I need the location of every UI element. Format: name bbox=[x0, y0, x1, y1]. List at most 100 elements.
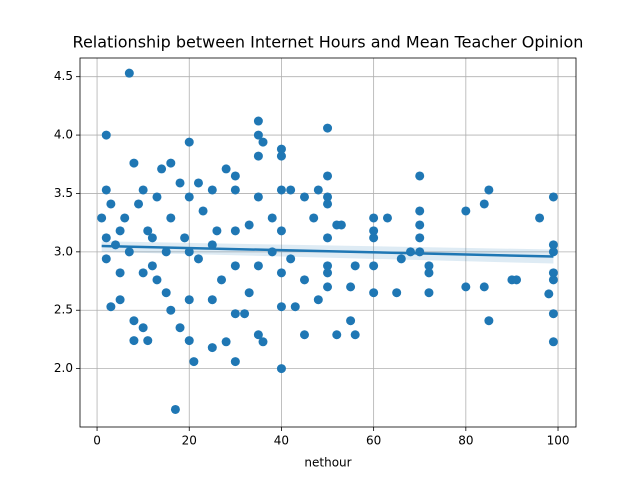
point bbox=[253, 192, 263, 202]
point bbox=[290, 302, 300, 312]
plot-frame bbox=[79, 57, 577, 428]
point bbox=[548, 275, 558, 285]
point bbox=[184, 336, 194, 346]
point bbox=[101, 185, 111, 195]
point bbox=[161, 247, 171, 257]
x-tick-label: 100 bbox=[547, 434, 570, 448]
point bbox=[392, 288, 402, 298]
point bbox=[276, 144, 286, 154]
point bbox=[184, 192, 194, 202]
point bbox=[253, 130, 263, 140]
point bbox=[143, 336, 153, 346]
point bbox=[230, 226, 240, 236]
point bbox=[180, 233, 190, 243]
point bbox=[323, 123, 333, 133]
point bbox=[323, 233, 333, 243]
point bbox=[276, 185, 286, 195]
point bbox=[286, 254, 296, 264]
y-tick-label: 4.0 bbox=[54, 128, 73, 142]
point bbox=[424, 261, 434, 271]
point bbox=[350, 261, 360, 271]
point bbox=[479, 282, 489, 292]
point bbox=[253, 261, 263, 271]
point bbox=[230, 309, 240, 319]
x-tick-label: 20 bbox=[182, 434, 197, 448]
point bbox=[382, 213, 392, 223]
point bbox=[484, 185, 494, 195]
point bbox=[101, 130, 111, 140]
x-tick-label: 40 bbox=[274, 434, 289, 448]
point bbox=[217, 275, 227, 285]
point bbox=[240, 309, 250, 319]
point bbox=[512, 275, 522, 285]
point bbox=[276, 151, 286, 161]
x-axis-label: nethour bbox=[304, 456, 351, 470]
point bbox=[189, 357, 199, 367]
point bbox=[115, 268, 125, 278]
point bbox=[323, 282, 333, 292]
point bbox=[207, 295, 217, 305]
y-tick-label: 2.0 bbox=[54, 361, 73, 375]
point bbox=[323, 199, 333, 209]
point bbox=[461, 206, 471, 216]
point bbox=[221, 337, 231, 347]
point bbox=[161, 288, 171, 298]
y-tick-label: 4.5 bbox=[54, 69, 73, 83]
point bbox=[267, 213, 277, 223]
point bbox=[147, 261, 157, 271]
point bbox=[299, 275, 309, 285]
point bbox=[548, 309, 558, 319]
x-tick-label: 0 bbox=[93, 434, 101, 448]
point bbox=[336, 220, 346, 230]
point bbox=[138, 268, 148, 278]
point bbox=[424, 268, 434, 278]
x-tick-label: 60 bbox=[366, 434, 381, 448]
point bbox=[276, 302, 286, 312]
point bbox=[198, 206, 208, 216]
point bbox=[230, 261, 240, 271]
point bbox=[415, 206, 425, 216]
point bbox=[332, 330, 342, 340]
point bbox=[253, 330, 263, 340]
point bbox=[548, 240, 558, 250]
point bbox=[101, 254, 111, 264]
y-tick-label: 3.0 bbox=[54, 244, 73, 258]
point bbox=[120, 213, 130, 223]
point bbox=[299, 330, 309, 340]
x-tick-label: 80 bbox=[458, 434, 473, 448]
point bbox=[184, 295, 194, 305]
point bbox=[138, 323, 148, 333]
point bbox=[115, 226, 125, 236]
point bbox=[106, 302, 116, 312]
point bbox=[230, 171, 240, 181]
point bbox=[323, 268, 333, 278]
point bbox=[424, 288, 434, 298]
point bbox=[396, 254, 406, 264]
point bbox=[479, 199, 489, 209]
point bbox=[369, 288, 379, 298]
point bbox=[313, 185, 323, 195]
point bbox=[97, 213, 107, 223]
point bbox=[170, 404, 180, 414]
y-tick-label: 3.5 bbox=[54, 186, 73, 200]
point bbox=[276, 268, 286, 278]
point bbox=[166, 305, 176, 315]
point bbox=[175, 178, 185, 188]
point bbox=[207, 185, 217, 195]
point bbox=[313, 295, 323, 305]
point bbox=[346, 316, 356, 326]
point bbox=[484, 316, 494, 326]
point bbox=[207, 240, 217, 250]
point bbox=[548, 268, 558, 278]
point bbox=[147, 233, 157, 243]
point bbox=[175, 323, 185, 333]
point bbox=[129, 316, 139, 326]
point bbox=[258, 337, 268, 347]
point bbox=[193, 254, 203, 264]
point bbox=[166, 213, 176, 223]
point bbox=[369, 261, 379, 271]
point bbox=[309, 213, 319, 223]
point bbox=[369, 226, 379, 236]
